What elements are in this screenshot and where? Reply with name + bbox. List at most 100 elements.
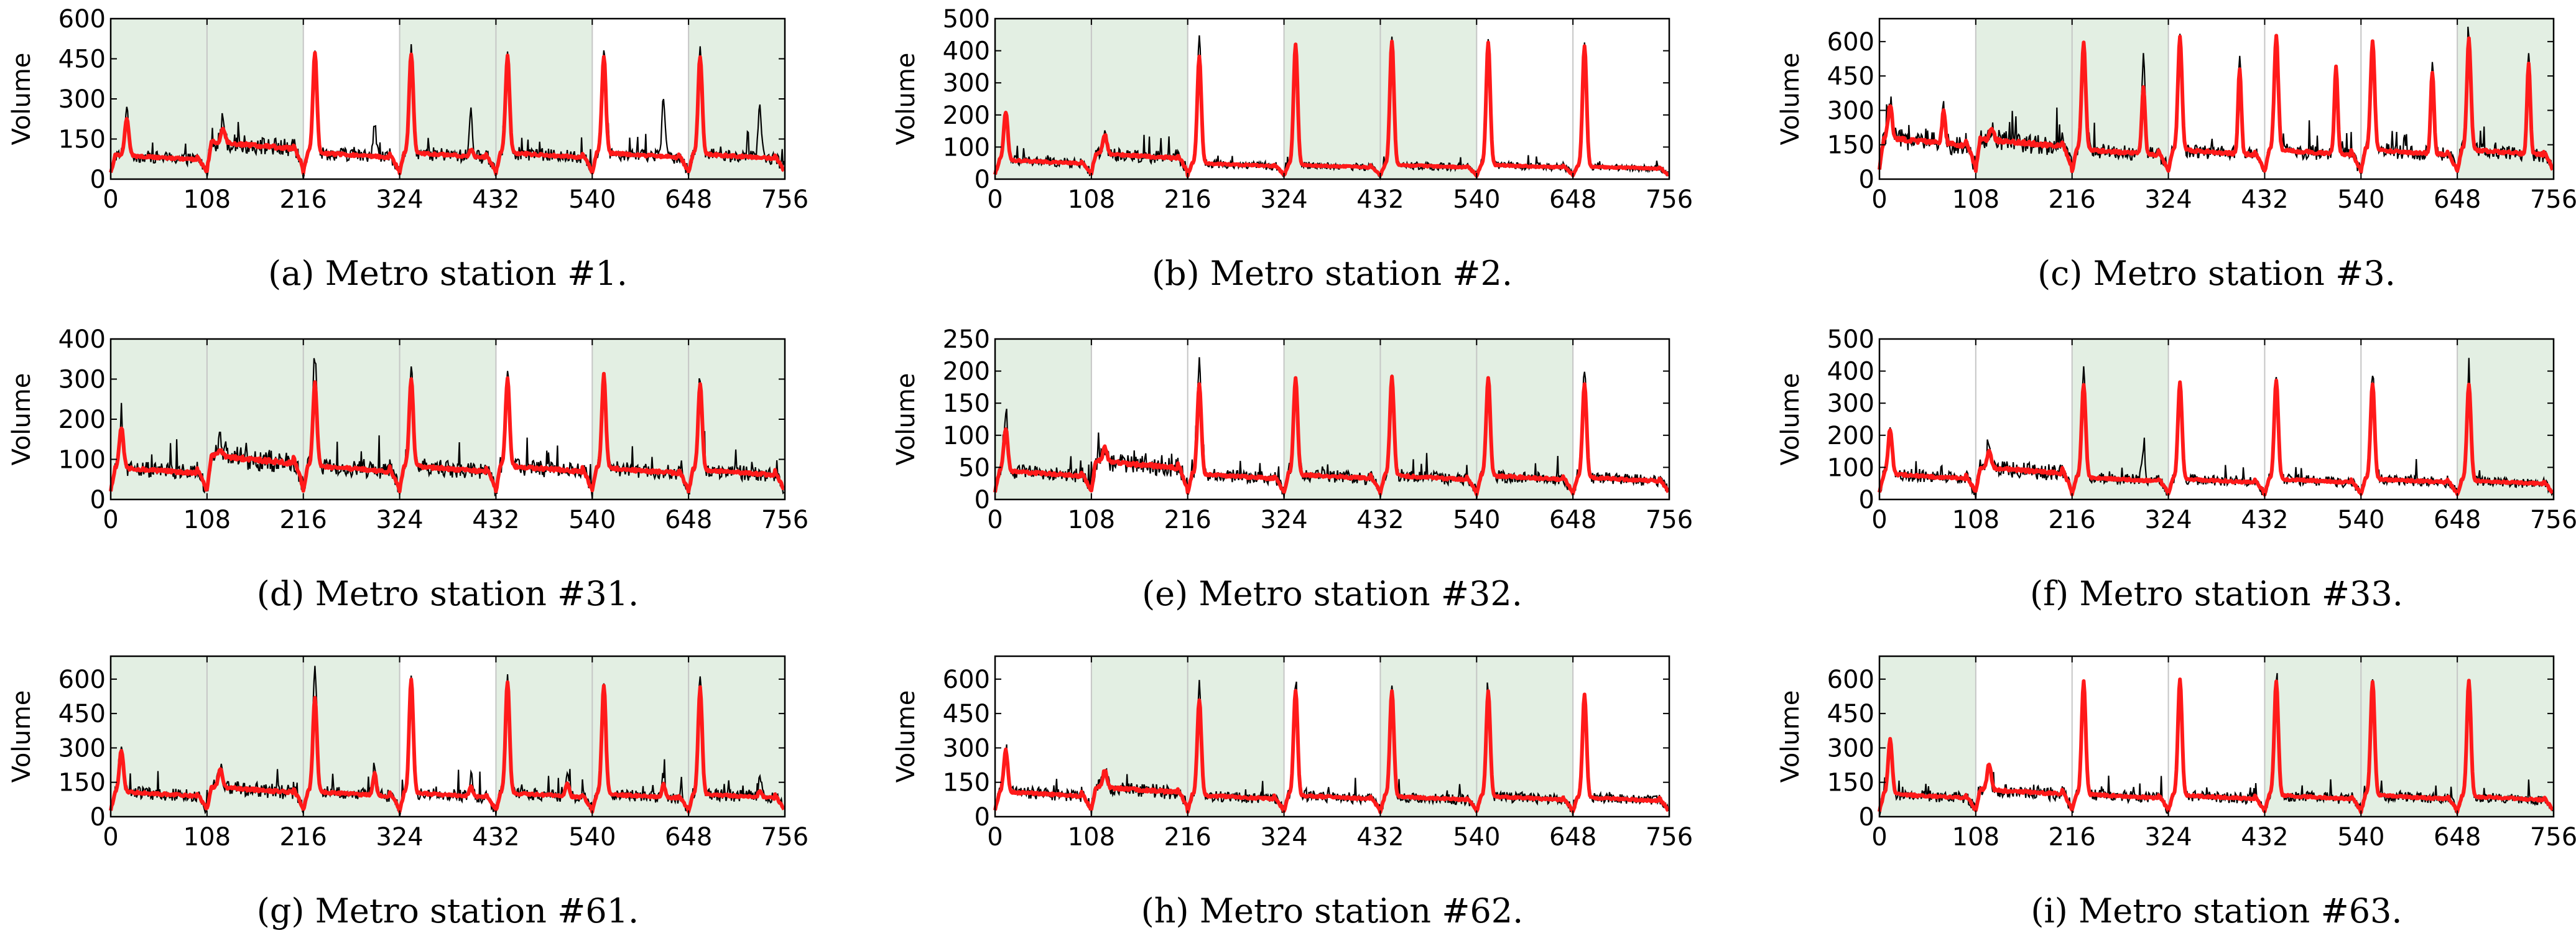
y-tick-label: 150 [1827,769,1874,797]
y-axis-label: Volume [7,53,36,146]
panel-caption: (b) Metro station #2. [1152,254,1513,293]
y-tick-label: 150 [943,389,990,418]
x-tick-label: 648 [2434,506,2481,534]
x-tick-label: 216 [2049,185,2096,214]
y-tick-label: 50 [958,453,990,482]
x-tick-label: 432 [1356,823,1404,852]
y-tick-label: 300 [943,69,990,98]
predicted-series-line [1878,34,2555,174]
panel-caption: (e) Metro station #32. [1142,574,1522,613]
y-axis-label: Volume [892,373,920,466]
x-tick-label: 540 [2337,823,2384,852]
predicted-series-line [109,677,786,814]
shaded-day-region [206,339,303,499]
shaded-day-region [1975,19,2072,179]
x-tick-label: 648 [665,823,712,852]
y-tick-label: 0 [90,165,106,194]
x-tick-label: 756 [1646,506,1693,534]
y-tick-label: 250 [943,325,990,354]
x-tick-label: 648 [665,506,712,534]
y-tick-label: 450 [58,45,106,74]
y-tick-label: 200 [943,358,990,386]
x-tick-label: 648 [1549,185,1596,214]
y-tick-label: 300 [1827,389,1874,418]
panel-caption: (f) Metro station #33. [2030,574,2403,613]
x-tick-label: 216 [280,185,327,214]
x-tick-label: 432 [1356,506,1404,534]
y-axis-label: Volume [1776,690,1805,783]
y-tick-label: 600 [943,666,990,694]
y-tick-label: 150 [1827,131,1874,160]
predicted-series-line [109,50,785,175]
x-tick-label: 756 [1646,823,1693,852]
x-tick-label: 216 [1164,185,1212,214]
panel-1: 0 108 216 324 432 540 648 756 0 100 200 300 400 500 Vo… [892,5,1693,293]
y-tick-label: 0 [1859,165,1874,194]
y-axis-label: Volume [1776,373,1805,466]
panel-8: 0 108 216 324 432 540 648 756 0 150 300 450 600 Volum… [1776,655,2576,931]
y-tick-label: 0 [975,486,990,514]
x-tick-label: 648 [1549,823,1596,852]
panel-caption: (i) Metro station #63. [2031,891,2402,931]
x-tick-label: 0 [1871,506,1887,534]
y-axis-label: Volume [892,53,920,146]
x-tick-label: 324 [376,823,423,852]
x-tick-label: 540 [1453,823,1500,852]
x-tick-label: 648 [1549,506,1596,534]
x-tick-label: 648 [665,185,712,214]
y-tick-label: 600 [58,666,106,694]
panel-caption: (d) Metro station #31. [257,574,639,613]
y-tick-label: 0 [975,165,990,194]
x-tick-label: 0 [103,506,118,534]
y-axis-label: Volume [7,373,36,466]
x-tick-label: 432 [472,185,519,214]
panel-0: 0 108 216 324 432 540 648 756 0 150 300 450 600 Volum… [7,5,808,293]
x-tick-label: 108 [183,185,231,214]
x-tick-label: 0 [1871,185,1887,214]
y-tick-label: 300 [1827,734,1874,763]
x-tick-label: 540 [1453,185,1500,214]
panel-7: 0 108 216 324 432 540 648 756 0 150 300 450 600 Volum… [892,655,1693,931]
observed-series-line [109,44,785,179]
y-tick-label: 300 [1827,96,1874,125]
x-tick-label: 108 [183,506,231,534]
x-tick-label: 540 [1453,506,1500,534]
y-tick-label: 300 [943,734,990,763]
axes-frame [994,338,1670,501]
x-tick-label: 0 [987,823,1003,852]
y-tick-label: 200 [943,101,990,130]
x-tick-label: 0 [987,506,1003,534]
axes-frame [994,655,1670,818]
y-tick-label: 450 [1827,700,1874,728]
y-tick-label: 100 [943,133,990,162]
x-tick-label: 324 [1260,823,1307,852]
y-axis-label: Volume [1776,53,1805,146]
x-tick-label: 324 [2144,185,2192,214]
x-tick-label: 216 [280,823,327,852]
y-tick-label: 300 [58,734,106,763]
x-tick-label: 108 [1068,506,1115,534]
x-tick-label: 432 [472,506,519,534]
x-tick-label: 0 [103,185,118,214]
axes-frame [1878,655,2555,818]
observed-series-line [109,358,785,499]
y-tick-label: 300 [58,85,106,114]
panel-4: 0 108 216 324 432 540 648 756 0 50 100 150 200 250 Vol… [892,325,1693,613]
x-tick-label: 756 [1646,185,1693,214]
x-tick-label: 432 [1356,185,1404,214]
y-tick-label: 450 [1827,62,1874,91]
x-tick-label: 756 [761,506,808,534]
x-tick-label: 648 [2434,823,2481,852]
predicted-series-line [1878,677,2555,814]
x-tick-label: 324 [1260,185,1307,214]
y-tick-label: 450 [58,700,106,728]
y-tick-label: 600 [58,5,106,34]
x-tick-label: 108 [183,823,231,852]
y-tick-label: 600 [1827,28,1874,57]
x-tick-label: 756 [761,185,808,214]
panel-caption: (a) Metro station #1. [268,254,628,293]
y-tick-label: 300 [58,366,106,394]
y-tick-label: 150 [58,769,106,797]
x-tick-label: 216 [1164,506,1212,534]
